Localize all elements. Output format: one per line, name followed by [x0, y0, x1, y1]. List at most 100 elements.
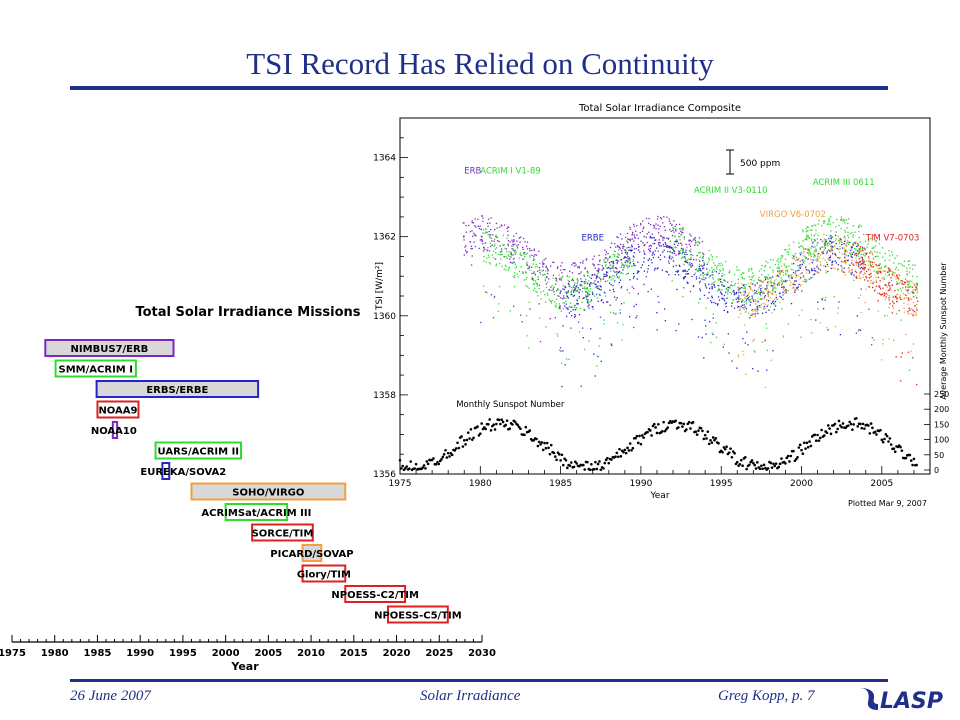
tsi-data-point	[783, 280, 785, 282]
tsi-data-point	[643, 257, 645, 259]
tsi-data-point	[823, 264, 825, 267]
tsi-data-point	[710, 254, 712, 256]
tsi-data-point	[589, 290, 591, 293]
tsi-data-point	[911, 291, 913, 294]
tsi-data-point	[489, 234, 492, 236]
tsi-data-point	[844, 260, 846, 262]
tsi-data-point	[885, 296, 887, 298]
sunspot-data-point	[636, 441, 640, 445]
sunspot-data-point	[640, 434, 644, 437]
tsi-data-point	[782, 255, 784, 257]
tsi-data-point	[526, 286, 529, 288]
tsi-data-point	[640, 266, 642, 269]
tsi-data-point	[675, 246, 677, 249]
tsi-data-point	[722, 269, 724, 271]
tsi-data-point	[643, 226, 645, 228]
tsi-data-point	[666, 246, 668, 248]
tsi-data-point	[757, 291, 760, 293]
tsi-data-point	[611, 344, 613, 347]
tsi-data-point	[533, 289, 535, 291]
sunspot-data-point	[635, 434, 639, 438]
tsi-data-point	[559, 305, 561, 307]
tsi-data-point	[764, 288, 767, 290]
tsi-data-point	[486, 222, 489, 225]
tsi-data-point	[737, 356, 740, 358]
tsi-data-point	[852, 264, 855, 266]
tsi-data-point	[776, 298, 778, 300]
tsi-data-point	[845, 259, 847, 261]
tsi-data-point	[533, 255, 535, 257]
tsi-data-point	[907, 260, 910, 262]
tsi-data-point	[570, 294, 572, 296]
missions-chart-title: Total Solar Irradiance Missions	[135, 305, 360, 320]
tsi-data-point	[619, 309, 621, 311]
tsi-data-point	[534, 266, 537, 268]
tsi-data-point	[594, 286, 597, 288]
tsi-data-point	[908, 307, 911, 309]
sunspot-data-point	[733, 451, 736, 455]
tsi-data-point	[676, 288, 678, 291]
missions-x-tick-label: 2000	[212, 648, 240, 659]
tsi-data-point	[712, 317, 714, 319]
tsi-data-point	[485, 291, 487, 293]
tsi-data-point	[727, 311, 729, 314]
tsi-data-point	[816, 266, 818, 268]
tsi-data-point	[807, 249, 809, 251]
tsi-data-point	[573, 316, 576, 318]
tsi-data-point	[603, 319, 605, 321]
tsi-data-point	[741, 276, 743, 278]
tsi-data-point	[757, 309, 759, 311]
tsi-data-point	[744, 311, 746, 313]
tsi-data-point	[787, 323, 790, 325]
tsi-data-point	[613, 280, 616, 282]
tsi-data-point	[560, 265, 562, 267]
tsi-data-point	[589, 282, 591, 284]
tsi-data-point	[715, 271, 718, 273]
tsi-data-point	[562, 325, 564, 327]
tsi-data-point	[763, 292, 766, 295]
tsi-data-point	[682, 296, 684, 298]
tsi-data-point	[478, 247, 480, 250]
tsi-data-point	[552, 289, 554, 291]
tsi-data-point	[669, 228, 671, 231]
tsi-data-point	[911, 280, 913, 283]
tsi-data-point	[761, 291, 764, 293]
tsi-data-point	[716, 290, 718, 292]
sunspot-data-point	[714, 436, 718, 440]
tsi-data-point	[727, 281, 729, 283]
tsi-data-point	[782, 298, 785, 300]
tsi-data-point	[783, 286, 785, 288]
tsi-data-point	[683, 276, 685, 279]
tsi-data-point	[721, 264, 724, 266]
tsi-data-point	[777, 274, 779, 276]
tsi-data-point	[699, 256, 701, 258]
tsi-data-point	[712, 333, 714, 336]
tsi-data-point	[637, 243, 639, 246]
tsi-data-point	[598, 268, 601, 270]
tsi-data-point	[810, 234, 813, 236]
tsi-data-point	[713, 282, 715, 284]
tsi-data-point	[485, 261, 487, 263]
sunspot-data-point	[769, 461, 773, 465]
tsi-data-point	[852, 225, 854, 227]
tsi-data-point	[668, 273, 670, 276]
tsi-data-point	[517, 276, 520, 278]
tsi-data-point	[895, 266, 898, 269]
tsi-data-point	[742, 299, 744, 301]
tsi-data-point	[851, 269, 853, 271]
tsi-data-point	[691, 318, 693, 321]
tsi-data-point	[879, 280, 881, 282]
tsi-data-point	[877, 310, 880, 312]
tsi-data-point	[557, 307, 560, 309]
tsi-data-point	[606, 301, 609, 303]
tsi-data-point	[627, 258, 629, 260]
sunspot-data-point	[687, 420, 691, 424]
tsi-data-point	[906, 274, 908, 276]
sunspot-data-point	[476, 425, 479, 428]
missions-x-tick-label: 2025	[425, 648, 453, 659]
tsi-data-point	[609, 246, 612, 249]
tsi-data-point	[821, 246, 823, 248]
tsi-data-point	[556, 280, 558, 282]
tsi-data-point	[878, 243, 880, 245]
tsi-data-point	[862, 259, 864, 261]
